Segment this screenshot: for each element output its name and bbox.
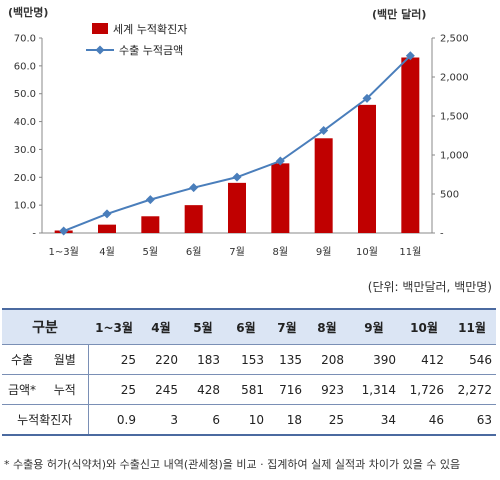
row-label-cases: 누적확진자 — [2, 404, 89, 436]
left-tick-label: 50.0 — [14, 89, 36, 100]
right-tick-label: 2,500 — [440, 34, 469, 45]
table-row-monthly: 수출 월별 25 220 183 153 135 208 390 412 546 — [2, 344, 496, 375]
bar — [184, 205, 203, 233]
footnote: * 수출용 허가(식약처)와 수출신고 내역(관세청)을 비교 · 집계하여 실… — [4, 458, 461, 471]
table-cell: 153 — [224, 344, 268, 375]
table-cell: 25 — [88, 374, 140, 405]
x-tick-label: 4월 — [99, 246, 115, 258]
table-cell: 25 — [306, 404, 348, 436]
left-tick-label: 10.0 — [14, 201, 36, 212]
chart-area: - 10.0 20.0 30.0 40.0 50.0 60.0 70.0 - 500 1,000 1,… — [8, 5, 469, 258]
table-cell: 390 — [348, 344, 400, 375]
line-point — [102, 209, 112, 219]
table-cell: 135 — [268, 344, 306, 375]
x-tick-label: 9월 — [316, 246, 332, 258]
left-axis-unit: (백만명) — [8, 5, 48, 19]
table-cell: 546 — [448, 344, 496, 375]
table-cell: 183 — [182, 344, 224, 375]
legend-label-line: 수출 누적금액 — [119, 44, 183, 57]
header-cell: 4월 — [140, 308, 182, 345]
line-point — [189, 183, 199, 193]
line-point — [275, 156, 285, 166]
legend-label-bar: 세계 누적확진자 — [113, 23, 187, 36]
line-point — [405, 51, 415, 61]
table-cell: 923 — [306, 374, 348, 405]
table-cell: 3 — [140, 404, 182, 436]
header-cell: 1~3월 — [88, 308, 140, 345]
table-cell: 63 — [448, 404, 496, 436]
table-cell: 1,726 — [400, 374, 448, 405]
bar — [271, 163, 290, 233]
left-tick-label: 20.0 — [14, 173, 36, 184]
line-point — [145, 195, 155, 205]
table-cell: 245 — [140, 374, 182, 405]
bar — [228, 182, 246, 233]
bar — [314, 138, 333, 233]
table-header-row: 구분 1~3월 4월 5월 6월 7월 8월 9월 10월 11월 — [2, 308, 496, 345]
table-cell: 208 — [306, 344, 348, 375]
left-tick-label: 70.0 — [14, 34, 36, 45]
table-row-cases: 누적확진자 0.9 3 6 10 18 25 34 46 63 — [2, 404, 496, 436]
row-label-monthly: 월별 — [42, 344, 89, 375]
table-cell: 34 — [348, 404, 400, 436]
data-table: 구분 1~3월 4월 5월 6월 7월 8월 9월 10월 11월 수출 월별 … — [2, 308, 496, 436]
line-point — [319, 126, 329, 136]
left-tick-label: 30.0 — [14, 145, 36, 156]
table-cell: 25 — [88, 344, 140, 375]
x-tick-label: 10월 — [356, 246, 378, 258]
header-gubun: 구분 — [2, 308, 88, 345]
right-tick-label: 1,500 — [440, 112, 469, 123]
combo-chart: - 10.0 20.0 30.0 40.0 50.0 60.0 70.0 - 500 1,000 1,… — [8, 5, 469, 258]
left-tick-label: 40.0 — [14, 117, 36, 128]
row-label-cumulative: 누적 — [42, 374, 89, 405]
bar — [358, 104, 376, 233]
line-point — [232, 172, 242, 182]
right-axis-unit: (백만 달러) — [372, 7, 426, 21]
x-tick-label: 5월 — [143, 246, 159, 258]
x-tick-label: 6월 — [186, 246, 202, 258]
header-cell: 8월 — [306, 308, 348, 345]
header-cell: 11월 — [448, 308, 496, 345]
right-tick-label: 1,000 — [440, 151, 469, 162]
table-row-cumulative: 금액* 누적 25 245 428 581 716 923 1,314 1,72… — [2, 374, 496, 405]
table-cell: 2,272 — [448, 374, 496, 405]
bar — [141, 216, 160, 233]
unit-note: (단위: 백만달러, 백만명) — [367, 280, 492, 294]
table-cell: 581 — [224, 374, 268, 405]
x-tick-label: 11월 — [399, 246, 421, 258]
left-tick-label: - — [32, 229, 36, 240]
bar — [98, 224, 116, 233]
x-tick-label: 7월 — [229, 246, 245, 258]
legend-swatch-marker — [95, 45, 105, 55]
header-cell: 6월 — [224, 308, 268, 345]
table-cell: 18 — [268, 404, 306, 436]
group-label-bottom: 금액* — [2, 374, 42, 405]
bar — [401, 57, 420, 233]
table-cell: 0.9 — [88, 404, 140, 436]
group-label-top: 수출 — [2, 344, 42, 375]
table-cell: 428 — [182, 374, 224, 405]
x-tick-label: 1~3월 — [49, 246, 79, 258]
header-cell: 5월 — [182, 308, 224, 345]
header-cell: 9월 — [348, 308, 400, 345]
table-cell: 6 — [182, 404, 224, 436]
header-cell: 10월 — [400, 308, 448, 345]
left-tick-label: 60.0 — [14, 61, 36, 72]
right-tick-label: 500 — [440, 190, 459, 201]
table-cell: 1,314 — [348, 374, 400, 405]
x-tick-label: 8월 — [273, 246, 289, 258]
table-cell: 220 — [140, 344, 182, 375]
right-tick-label: 2,000 — [440, 73, 469, 84]
line-point — [362, 93, 372, 103]
right-tick-label: - — [440, 229, 444, 240]
table-cell: 10 — [224, 404, 268, 436]
line-point — [59, 226, 69, 236]
table-cell: 412 — [400, 344, 448, 375]
header-cell: 7월 — [268, 308, 306, 345]
table-cell: 46 — [400, 404, 448, 436]
table-cell: 716 — [268, 374, 306, 405]
legend-swatch-bar — [92, 23, 108, 34]
